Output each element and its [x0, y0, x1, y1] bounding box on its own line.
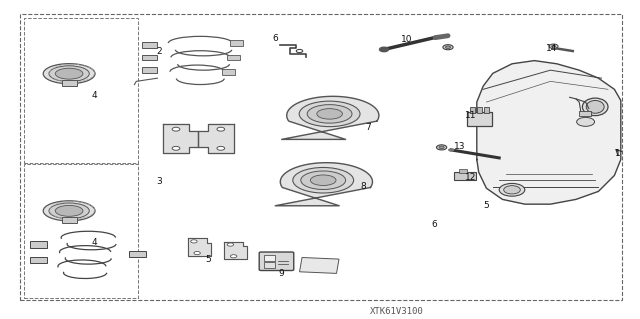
Text: 13: 13	[454, 142, 465, 151]
Polygon shape	[282, 96, 379, 139]
Circle shape	[194, 251, 200, 255]
Text: 1: 1	[615, 149, 620, 158]
Circle shape	[448, 148, 454, 152]
Ellipse shape	[55, 68, 83, 79]
FancyBboxPatch shape	[61, 80, 77, 86]
Text: 8: 8	[361, 182, 366, 191]
Text: 11: 11	[465, 111, 476, 120]
FancyBboxPatch shape	[484, 107, 489, 113]
Circle shape	[504, 186, 520, 194]
FancyBboxPatch shape	[129, 251, 146, 257]
Circle shape	[436, 145, 447, 150]
Ellipse shape	[307, 105, 352, 123]
Bar	[20, 14, 622, 300]
FancyBboxPatch shape	[454, 172, 476, 180]
FancyBboxPatch shape	[142, 67, 157, 73]
Ellipse shape	[44, 63, 95, 84]
Ellipse shape	[44, 201, 95, 221]
Polygon shape	[188, 239, 211, 256]
FancyBboxPatch shape	[30, 257, 47, 263]
Ellipse shape	[582, 98, 608, 116]
Bar	[24, 164, 138, 298]
Text: 6: 6	[273, 34, 278, 43]
Circle shape	[499, 183, 525, 196]
Circle shape	[172, 146, 180, 150]
Polygon shape	[275, 163, 372, 206]
FancyBboxPatch shape	[142, 55, 157, 60]
Text: XTK61V3100: XTK61V3100	[370, 307, 424, 315]
FancyBboxPatch shape	[61, 218, 77, 223]
Ellipse shape	[317, 108, 342, 119]
Text: 4: 4	[92, 91, 97, 100]
Polygon shape	[198, 124, 234, 153]
Text: 7: 7	[365, 123, 371, 132]
FancyBboxPatch shape	[264, 255, 275, 261]
FancyBboxPatch shape	[142, 42, 157, 48]
Text: 4: 4	[92, 238, 97, 247]
Polygon shape	[163, 124, 198, 153]
Circle shape	[439, 146, 444, 149]
Ellipse shape	[310, 175, 336, 186]
Circle shape	[191, 240, 197, 243]
FancyBboxPatch shape	[222, 69, 235, 75]
Text: 10: 10	[401, 35, 413, 44]
FancyBboxPatch shape	[30, 241, 47, 248]
Circle shape	[443, 45, 453, 50]
Text: 2: 2	[156, 47, 161, 56]
Ellipse shape	[49, 203, 90, 219]
FancyBboxPatch shape	[459, 169, 467, 173]
Bar	[300, 257, 339, 273]
Circle shape	[227, 243, 234, 246]
FancyBboxPatch shape	[467, 112, 492, 126]
FancyBboxPatch shape	[227, 55, 240, 60]
Bar	[24, 18, 138, 163]
Text: 5: 5	[205, 256, 211, 264]
Ellipse shape	[300, 101, 360, 127]
Circle shape	[217, 127, 225, 131]
Circle shape	[549, 44, 558, 48]
Circle shape	[445, 46, 451, 48]
Circle shape	[217, 146, 225, 150]
Text: 12: 12	[465, 173, 476, 182]
Text: 14: 14	[546, 44, 557, 53]
Polygon shape	[224, 242, 247, 259]
Ellipse shape	[55, 205, 83, 216]
Text: 3: 3	[156, 177, 161, 186]
FancyBboxPatch shape	[259, 252, 294, 271]
FancyBboxPatch shape	[264, 262, 275, 268]
Ellipse shape	[293, 167, 353, 193]
FancyBboxPatch shape	[470, 107, 475, 113]
Text: 5: 5	[484, 201, 489, 210]
Text: 9: 9	[279, 269, 284, 278]
Text: 6: 6	[431, 220, 436, 229]
Circle shape	[172, 127, 180, 131]
Ellipse shape	[586, 100, 604, 113]
Ellipse shape	[49, 66, 90, 82]
Polygon shape	[477, 61, 621, 204]
Circle shape	[380, 47, 388, 52]
FancyBboxPatch shape	[477, 107, 482, 113]
Circle shape	[230, 255, 237, 258]
FancyBboxPatch shape	[230, 40, 243, 46]
Circle shape	[577, 117, 595, 126]
FancyBboxPatch shape	[579, 111, 591, 116]
Ellipse shape	[301, 171, 346, 189]
Circle shape	[552, 45, 556, 47]
